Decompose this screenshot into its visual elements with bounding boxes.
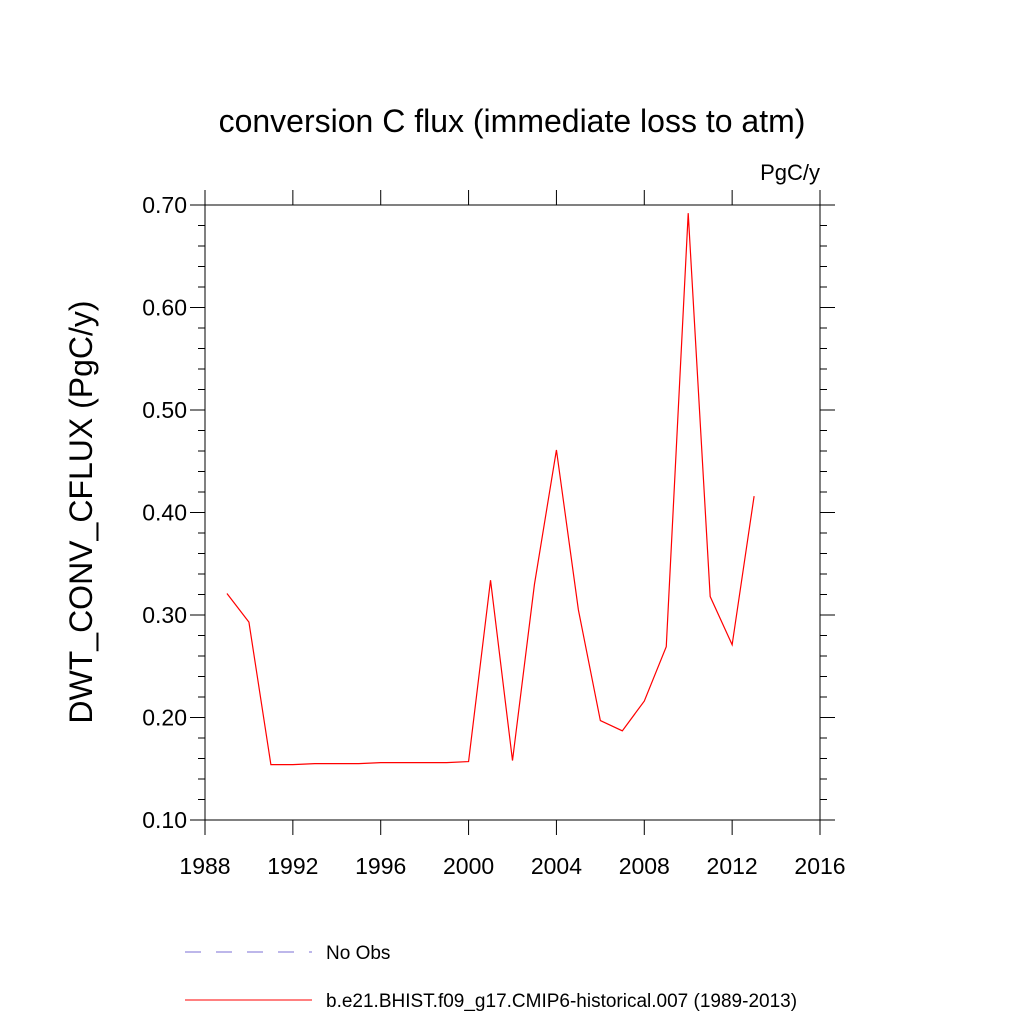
x-tick-label: 1996 [355,853,406,879]
x-tick-label: 2012 [707,853,758,879]
y-tick-label: 0.30 [142,602,187,628]
y-tick-label: 0.10 [142,807,187,833]
x-tick-label: 2008 [619,853,670,879]
x-tick-label: 1992 [267,853,318,879]
y-tick-labels: 0.10 0.20 0.30 0.40 0.50 0.60 0.70 [142,192,187,833]
x-tick-label: 2004 [531,853,582,879]
series-line [226,213,755,766]
legend-label: No Obs [326,943,390,964]
y-tick-label: 0.60 [142,295,187,321]
legend-label: b.e21.BHIST.f09_g17.CMIP6-historical.007… [326,991,797,1012]
y-tick-label: 0.40 [142,500,187,526]
x-tick-label: 2000 [443,853,494,879]
y-tick-label: 0.70 [142,192,187,218]
x-tick-label: 2016 [794,853,845,879]
units-label: PgC/y [760,160,820,185]
plot-frame [204,204,821,821]
y-tick-label: 0.50 [142,397,187,423]
x-tick-label: 1988 [179,853,230,879]
legend: No Obs b.e21.BHIST.f09_g17.CMIP6-historic… [185,943,797,1012]
x-tick-labels: 1988 1992 1996 2000 2004 2008 2012 2016 [179,853,845,879]
chart-title: conversion C flux (immediate loss to atm… [219,103,806,139]
y-axis-label: DWT_CONV_CFLUX (PgC/y) [63,300,99,723]
axis-ticks [190,190,835,835]
y-tick-label: 0.20 [142,705,187,731]
series-group [226,213,755,766]
